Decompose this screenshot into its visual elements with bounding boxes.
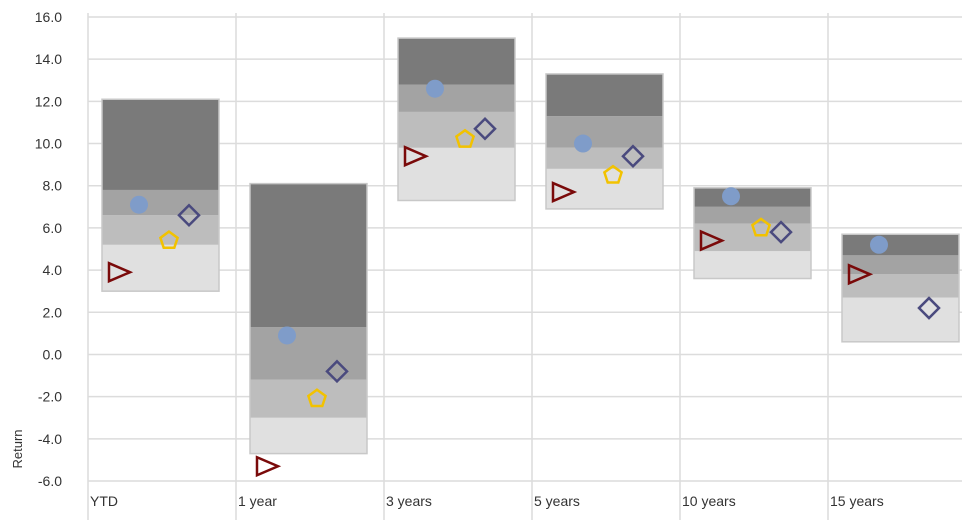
- x-tick-label: 3 years: [386, 493, 432, 509]
- marker-triangle-right: [255, 455, 282, 478]
- marker-pentagon: [158, 230, 180, 250]
- band-segment: [842, 274, 959, 298]
- band-outline: [841, 233, 960, 343]
- band-segment: [546, 73, 663, 117]
- marker-circle: [278, 326, 296, 345]
- marker-pentagon: [602, 164, 624, 184]
- marker-triangle-right: [551, 181, 578, 203]
- marker-diamond: [177, 203, 201, 228]
- marker-triangle-right: [847, 263, 874, 286]
- band-segment: [694, 187, 811, 207]
- marker-triangle-right: [699, 229, 726, 252]
- marker-diamond: [325, 359, 349, 384]
- marker-pentagon: [306, 388, 328, 408]
- band-outline: [101, 98, 220, 292]
- y-tick-label: -6.0: [38, 473, 62, 489]
- band-outline: [249, 182, 368, 455]
- band-segment: [842, 297, 959, 342]
- band-segment: [694, 251, 811, 279]
- marker-group: [107, 79, 941, 478]
- band-segment: [250, 417, 367, 454]
- marker-diamond: [917, 296, 941, 320]
- y-tick-label: 16.0: [35, 9, 62, 25]
- x-tick-labels: YTD 1 year 3 years 5 years 10 years 15 years: [90, 493, 884, 509]
- y-tick-label: 6.0: [43, 220, 63, 236]
- marker-circle: [574, 134, 592, 153]
- band-segment: [250, 183, 367, 328]
- band-segment: [102, 189, 219, 216]
- x-tick-label: 10 years: [682, 493, 736, 509]
- marker-diamond: [473, 117, 497, 141]
- marker-circle: [426, 79, 444, 98]
- marker-pentagon: [750, 217, 772, 237]
- x-tick-label: 5 years: [534, 493, 580, 509]
- marker-circle: [722, 187, 740, 206]
- band-segment: [398, 38, 515, 85]
- y-tick-label: 0.0: [43, 346, 63, 362]
- band-segment: [546, 116, 663, 148]
- y-tick-label: -4.0: [38, 431, 62, 447]
- y-tick-label: 2.0: [43, 304, 63, 320]
- x-tick-label: YTD: [90, 493, 118, 509]
- marker-diamond: [621, 144, 645, 168]
- band-segment: [694, 206, 811, 224]
- band-segment: [398, 84, 515, 112]
- marker-triangle-right: [403, 145, 430, 168]
- band-segment: [842, 234, 959, 256]
- band-segment: [102, 99, 219, 190]
- band-group: [101, 37, 960, 455]
- band-outline: [397, 37, 516, 202]
- x-tick-label: 1 year: [238, 493, 277, 509]
- y-tick-labels: -6.0 -4.0 -2.0 0.0 2.0 4.0 6.0 8.0 10.0 12.0 14.0 1…: [35, 9, 62, 489]
- y-tick-label: 10.0: [35, 136, 62, 152]
- y-tick-label: 4.0: [43, 262, 63, 278]
- band-segment: [398, 111, 515, 148]
- marker-diamond: [769, 220, 793, 244]
- gridlines: [87, 13, 962, 520]
- band-segment: [250, 327, 367, 380]
- band-outline: [693, 187, 812, 280]
- marker-triangle-right: [107, 261, 134, 284]
- x-tick-label: 15 years: [830, 493, 884, 509]
- y-tick-label: 14.0: [35, 51, 62, 67]
- y-tick-label: 8.0: [43, 178, 63, 194]
- y-tick-label: -2.0: [38, 389, 62, 405]
- band-outline: [545, 73, 664, 210]
- band-segment: [546, 147, 663, 169]
- y-axis-title: Return: [10, 429, 25, 468]
- marker-circle: [130, 195, 148, 214]
- marker-pentagon: [454, 128, 476, 148]
- band-segment: [842, 255, 959, 275]
- y-tick-label: 12.0: [35, 93, 62, 109]
- band-segment: [398, 147, 515, 201]
- marker-circle: [870, 235, 888, 254]
